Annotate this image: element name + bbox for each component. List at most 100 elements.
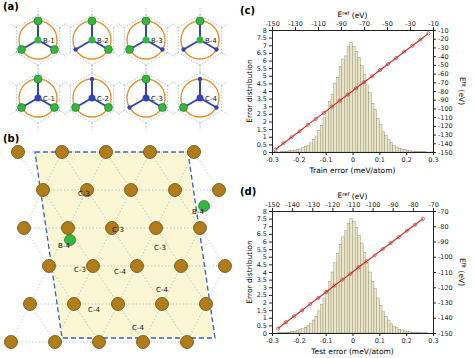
tick-mark	[433, 39, 436, 40]
lattice-line	[118, 111, 124, 115]
tick: -150	[265, 20, 280, 30]
tick-mark	[269, 30, 272, 31]
axis-title: Efit (eV)	[457, 258, 467, 286]
hist-bar	[393, 326, 396, 333]
hist-bar	[398, 148, 401, 152]
parity-point	[370, 75, 373, 78]
hist-bar	[320, 305, 323, 333]
tick-label: 1	[263, 314, 267, 322]
hist-bar	[387, 140, 390, 152]
axis-line	[434, 31, 437, 153]
hist-bar	[358, 57, 361, 152]
tick-label: 3.5	[257, 95, 267, 103]
hist-bar	[344, 231, 347, 333]
hist-bar	[425, 332, 428, 333]
hist-bar	[318, 131, 321, 152]
cell-label: C-4	[205, 95, 217, 103]
tick: -150	[433, 330, 453, 338]
tick-label: -30	[438, 44, 449, 52]
hist-bar	[369, 272, 372, 333]
hist-bar	[326, 290, 329, 333]
tick: -0.2	[293, 333, 306, 345]
hist-bar	[363, 74, 366, 152]
hist-bar	[430, 333, 433, 334]
tick-mark	[269, 122, 272, 123]
hist-bar	[350, 42, 353, 152]
tick-label: -80	[438, 88, 449, 96]
tick: -110	[311, 20, 326, 30]
tick: -70	[433, 208, 449, 216]
tick-mark	[433, 117, 436, 118]
tick-mark	[433, 242, 436, 243]
hist-bar	[377, 118, 380, 152]
site-label: C-4	[114, 268, 126, 276]
lattice-line	[38, 8, 39, 15]
tick-mark	[269, 91, 272, 92]
hist-bar	[291, 150, 294, 152]
parity-point	[427, 32, 430, 35]
hist-bar	[398, 329, 401, 333]
tick-label: 0.3	[428, 337, 438, 345]
site-label: C-4	[156, 286, 168, 294]
boron-atom	[158, 104, 166, 112]
lattice-line	[222, 111, 228, 115]
hist-bar	[374, 109, 377, 152]
tick-mark	[433, 126, 436, 127]
plot-area	[276, 217, 427, 333]
tick-label: -130	[438, 131, 453, 139]
tick: 6.5	[257, 230, 272, 238]
tick-label: -50	[382, 20, 393, 28]
hist-bar	[342, 237, 345, 333]
metal-atom	[37, 184, 50, 197]
tick-label: 4	[263, 269, 267, 277]
lattice-line	[64, 111, 70, 115]
tick-mark	[353, 152, 354, 155]
carbon-atom	[181, 47, 185, 51]
hist-bar	[336, 77, 339, 152]
metal-atom	[150, 222, 163, 235]
tick-mark	[433, 287, 436, 288]
axis: -150-140-130-120-110-100-90-80-70	[433, 208, 453, 338]
tick: -20	[433, 35, 449, 43]
parity-point	[314, 117, 317, 120]
tick-mark	[269, 68, 272, 69]
tick-label: 0	[263, 149, 267, 157]
tick-mark	[433, 100, 436, 101]
tick: 0.2	[401, 152, 411, 164]
center-atom	[35, 37, 42, 44]
parity-point	[309, 302, 312, 305]
hist-bar	[334, 83, 337, 152]
tick-label: 6	[263, 238, 267, 246]
tick-mark	[269, 61, 272, 62]
parity-point	[346, 93, 349, 96]
carbon-atom	[127, 105, 131, 109]
tick: -90	[388, 201, 399, 211]
cell-label: C-3	[151, 95, 163, 103]
metal-atom	[188, 146, 201, 159]
axis: -150-140-130-120-110-100-90-80-70	[265, 201, 439, 212]
config-cell: B-2	[64, 8, 119, 72]
tick-label: -30	[405, 20, 416, 28]
hist-bar	[382, 131, 385, 152]
tick-mark	[433, 91, 436, 92]
axis: -0.3-0.2-0.100.10.20.3	[266, 152, 439, 164]
tick-mark	[269, 264, 272, 265]
tick-label: -0.1	[320, 156, 333, 164]
tick: 1	[263, 314, 272, 322]
parity-point	[322, 111, 325, 114]
tick: 3.5	[257, 95, 272, 103]
hist-bar	[307, 145, 310, 152]
lattice-line	[92, 65, 93, 72]
lattice-line	[10, 111, 16, 115]
hist-bar	[395, 328, 398, 333]
tick-label: -130	[438, 299, 453, 307]
lattice-line	[178, 86, 179, 111]
tick-label: -0.2	[293, 156, 306, 164]
hist-bar	[422, 332, 425, 333]
axis: -150-130-110-90-70-50-30-10	[265, 20, 439, 31]
parity-line	[275, 33, 428, 149]
tick: -100	[433, 253, 453, 261]
axis-line	[434, 212, 437, 334]
parity-point	[274, 148, 277, 151]
hist-bar	[393, 145, 396, 152]
